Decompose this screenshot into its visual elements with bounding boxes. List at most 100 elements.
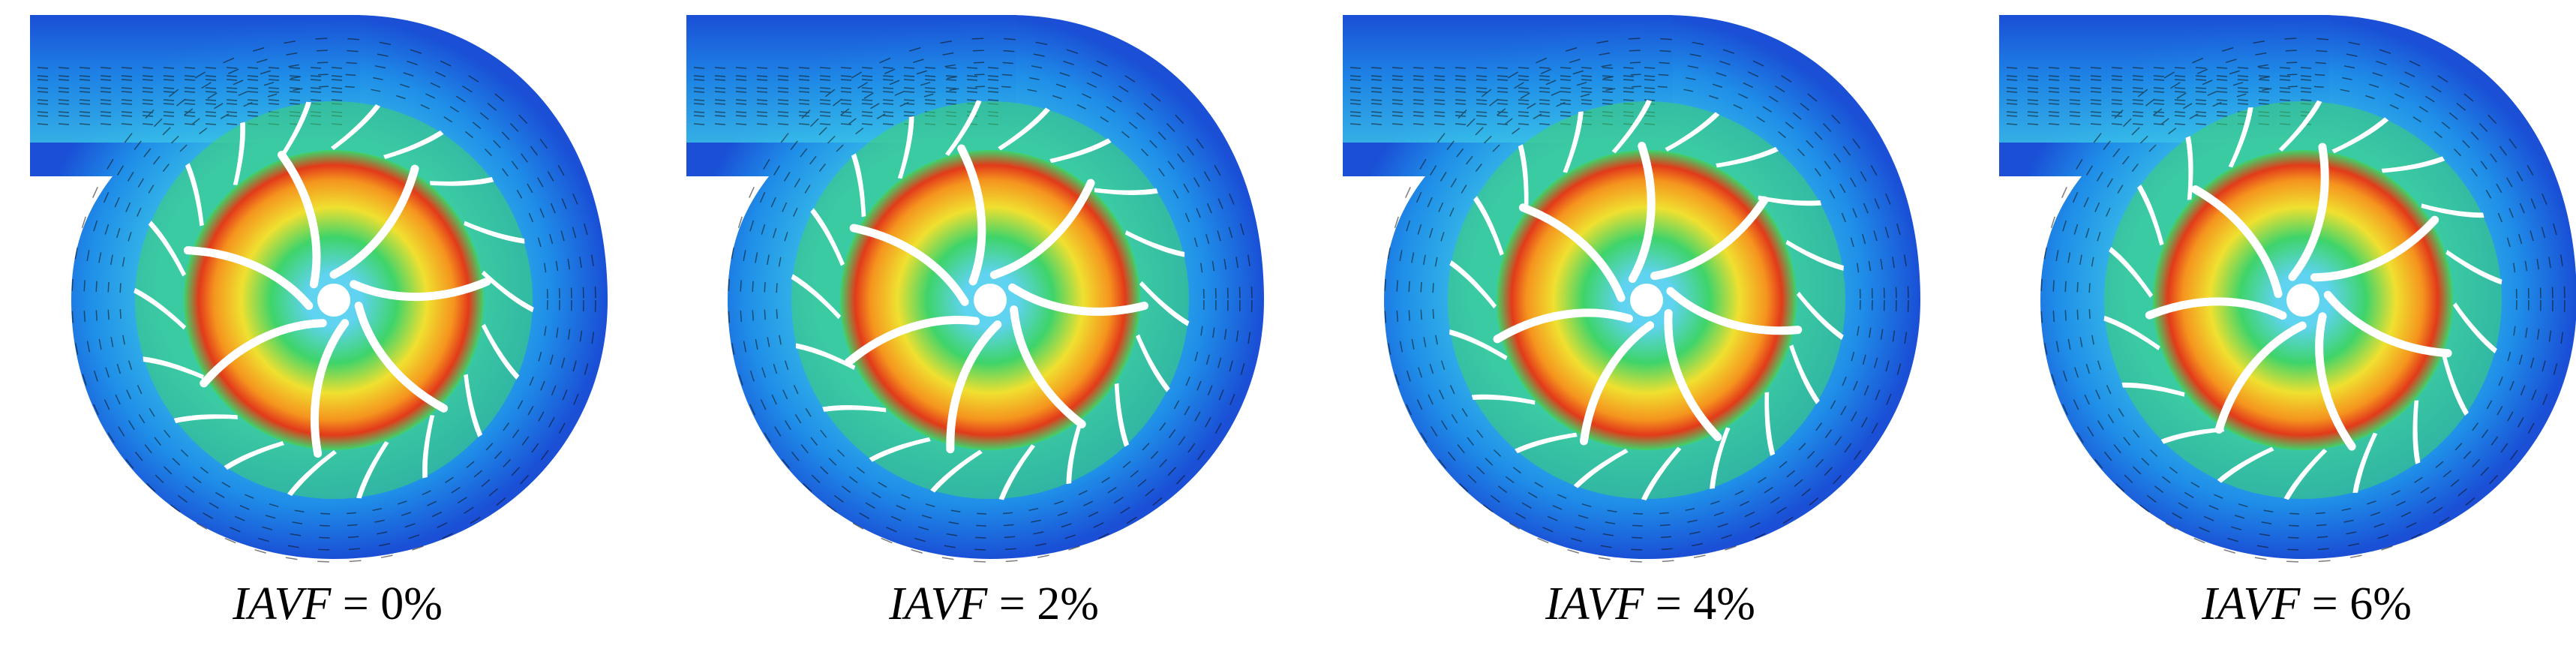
impeller-hub: [974, 284, 1007, 317]
diffuser-vane: [1710, 427, 1731, 489]
caption-2: IAVF = 2%: [686, 574, 1302, 634]
velocity-vectors: [1350, 38, 1909, 563]
impeller-hub: [2286, 284, 2319, 317]
impeller-blade: [849, 224, 969, 306]
diffuser-vane: [851, 153, 866, 218]
diffuser-vane: [1785, 239, 1844, 271]
diffuser-vane: [822, 405, 887, 413]
diffuser-vane: [2352, 432, 2378, 493]
diffuser-vane: [897, 116, 914, 179]
impeller-blade: [845, 315, 980, 366]
diffuser-vane: [148, 221, 187, 277]
diffuser-vane: [1789, 344, 1820, 404]
impeller-blade: [957, 144, 986, 286]
impeller-blade: [1579, 321, 1655, 446]
diffuser-vane: [2160, 427, 2225, 444]
diffuser-vane: [383, 130, 444, 160]
diffuser-vane: [1139, 281, 1190, 326]
impeller-blade: [989, 179, 1095, 279]
impeller-blade: [2310, 215, 2439, 282]
diffuser-vane: [278, 101, 312, 160]
diffuser-vane: [331, 104, 380, 150]
diffuser-vane: [1641, 446, 1682, 500]
diffuser-vanes: [134, 101, 534, 499]
impeller-blade: [2323, 290, 2452, 358]
velocity-contour-pump-0: [30, 15, 608, 563]
diffuser-vane: [1473, 196, 1504, 256]
diffuser-vane: [2381, 156, 2445, 173]
impeller-blade: [1666, 287, 1803, 335]
impeller-blade: [354, 302, 449, 413]
diffuser-vane: [287, 450, 337, 496]
diffuser-vane: [810, 208, 845, 266]
caption-equals: =: [331, 578, 381, 629]
impeller-blades: [2145, 143, 2452, 451]
diffuser-vane: [1716, 146, 1779, 168]
diffuser-vane: [1665, 112, 1720, 152]
diffuser-vane: [481, 323, 520, 380]
diffuser-vane: [1094, 188, 1158, 195]
diffuser-vane: [2452, 302, 2497, 353]
impeller-blade: [329, 164, 419, 279]
diffuser-vane: [2103, 315, 2160, 350]
impeller-blade: [1650, 196, 1769, 281]
impeller-hub: [1630, 284, 1663, 317]
diffuser-vane: [2412, 400, 2421, 464]
impeller-blade: [2145, 297, 2287, 320]
diffuser-vane: [2283, 449, 2328, 500]
diffuser-vane: [464, 374, 483, 437]
impeller-blade: [278, 150, 321, 289]
diffuser-vane: [944, 100, 982, 156]
caption-variable: IAVF: [2202, 578, 2301, 629]
diffuser-vane: [1611, 100, 1653, 154]
diffuser-vane: [869, 437, 931, 462]
diffuser-vane: [143, 356, 204, 380]
diffuser-vane: [2228, 107, 2253, 168]
diffuser-vane: [2421, 203, 2484, 218]
caption-value: 4%: [1693, 578, 1755, 629]
impeller-blade: [2191, 185, 2283, 299]
impeller-blade: [2214, 321, 2307, 434]
diffuser-vane: [224, 440, 284, 470]
diffuser-vane: [1124, 230, 1185, 257]
diffuser-vane: [795, 343, 856, 371]
impeller-blade: [2288, 143, 2329, 281]
diffuser-vane: [1471, 394, 1536, 405]
caption-variable: IAVF: [1545, 578, 1644, 629]
impeller-blade: [1008, 283, 1149, 316]
impeller-blade: [183, 246, 314, 311]
impeller-blade: [350, 277, 491, 302]
diffuser-vane: [1066, 421, 1083, 485]
impeller-blade: [2315, 312, 2356, 451]
impeller-blade: [310, 319, 350, 458]
velocity-vectors: [693, 38, 1253, 563]
impeller-blade: [1518, 203, 1626, 302]
diffuser-vane: [356, 440, 389, 499]
caption-4: IAVF = 4%: [1343, 574, 1958, 634]
diffuser-vane: [481, 270, 534, 313]
diffuser-vane: [998, 444, 1036, 500]
caption-equals: =: [2300, 578, 2350, 629]
panel-iavf-4: IAVF = 4%: [1343, 15, 1958, 645]
diffuser-vane: [998, 107, 1050, 151]
diffuser-vanes: [2103, 100, 2502, 500]
caption-equals: =: [1644, 578, 1694, 629]
diffuser-vane: [173, 414, 238, 423]
caption-variable: IAVF: [889, 578, 988, 629]
caption-variable: IAVF: [233, 578, 332, 629]
diffuser-vane: [1449, 260, 1497, 309]
diffuser-vane: [1796, 291, 1844, 340]
velocity-contour-pump-4: [1343, 15, 1920, 563]
panel-iavf-0: IAVF = 0%: [30, 15, 645, 645]
diffuser-vane: [1518, 144, 1529, 209]
diffuser-vane: [1049, 138, 1112, 164]
diffuser-vane: [2217, 446, 2274, 483]
impeller-blades: [845, 144, 1149, 454]
diffuser-vane: [2331, 117, 2389, 154]
diffuser-vane: [422, 415, 435, 479]
diffuser-vane: [1573, 449, 1629, 488]
diffuser-vane: [2278, 100, 2322, 152]
impeller-blade: [946, 320, 1002, 454]
diffuser-vane: [464, 221, 525, 244]
